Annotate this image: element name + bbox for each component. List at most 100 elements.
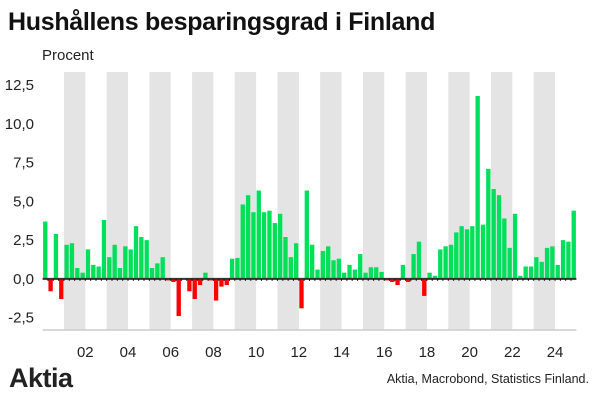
x-tick-label: 20 [461,344,478,361]
bar [288,257,293,279]
y-tick-label: 2,5 [13,232,34,249]
bar [363,272,368,279]
bar [374,267,379,279]
y-tick-label: 12,5 [5,77,34,94]
bar [267,210,272,279]
bar [128,249,133,279]
source-note: Aktia, Macrobond, Statistics Finland. [386,372,589,386]
bar [112,244,117,279]
bar [347,264,352,279]
bar [123,246,128,279]
bar [448,244,454,279]
x-tick-label: 16 [376,344,393,361]
bar [107,257,112,279]
bar [491,188,496,279]
bar [379,271,384,279]
year-band [448,72,470,330]
bar [416,241,422,279]
bar [518,275,523,279]
aktia-logo: Aktia [9,363,73,393]
bar [59,278,64,300]
x-axis-ticks: 02 04 06 08 10 12 14 16 18 20 22 24 [77,344,563,361]
year-band [106,72,129,330]
bar [342,272,347,279]
bar [320,250,326,279]
bar [422,278,427,296]
bar [149,268,155,279]
bar [133,226,139,279]
year-band [405,72,427,330]
bar [256,190,261,279]
bar [85,249,91,279]
bar [197,278,203,286]
x-tick-label: 10 [248,344,265,361]
bar [480,224,486,279]
y-axis-unit-label: Procent [42,47,94,64]
year-band [63,72,86,330]
bar [219,278,224,287]
bar [91,264,96,279]
bar [555,264,560,279]
year-band [362,72,385,330]
bar [400,264,406,279]
bar [176,278,181,317]
bar [560,240,566,279]
bar [160,257,165,279]
bar [571,210,576,279]
bar [432,275,438,279]
bar [443,246,448,279]
x-tick-label: 02 [77,344,94,361]
bar [502,218,507,279]
bar [534,257,539,279]
bar [101,219,107,279]
x-tick-label: 24 [547,344,564,361]
bar [80,272,85,279]
bar [192,278,197,300]
bar [352,269,358,279]
bar [464,229,470,279]
y-tick-label: 7,5 [13,155,34,172]
bar [277,213,283,279]
x-tick-label: 04 [120,344,137,361]
bar [459,226,464,279]
bar [310,244,315,279]
bar [144,240,149,279]
bar [315,269,320,279]
bar [155,263,160,279]
bar [293,243,299,279]
bar [261,212,267,279]
year-band [149,72,171,330]
x-tick-label: 12 [290,344,307,361]
bar [171,278,176,282]
bar [139,237,144,279]
x-tick-label: 08 [205,344,222,361]
bar [75,268,80,279]
bar [43,221,48,279]
bar [69,243,75,279]
x-tick-label: 06 [162,344,179,361]
y-tick-label: -2,5 [8,310,34,327]
year-bands [63,72,556,330]
year-band [192,72,214,330]
bar [454,232,459,279]
bar [390,278,395,282]
bar [438,249,443,279]
bar [96,266,101,279]
bar [326,246,331,279]
bars [43,96,576,317]
bar [566,241,571,279]
bar [187,278,192,292]
bar [235,257,240,279]
bar [523,266,528,279]
bar [117,268,123,279]
bar [272,223,277,279]
year-band [277,72,299,330]
bar [368,267,374,279]
bar [224,278,229,286]
bar [240,204,245,279]
bar [486,168,491,279]
bar [64,244,69,279]
bar [304,190,309,279]
bar [544,247,550,279]
